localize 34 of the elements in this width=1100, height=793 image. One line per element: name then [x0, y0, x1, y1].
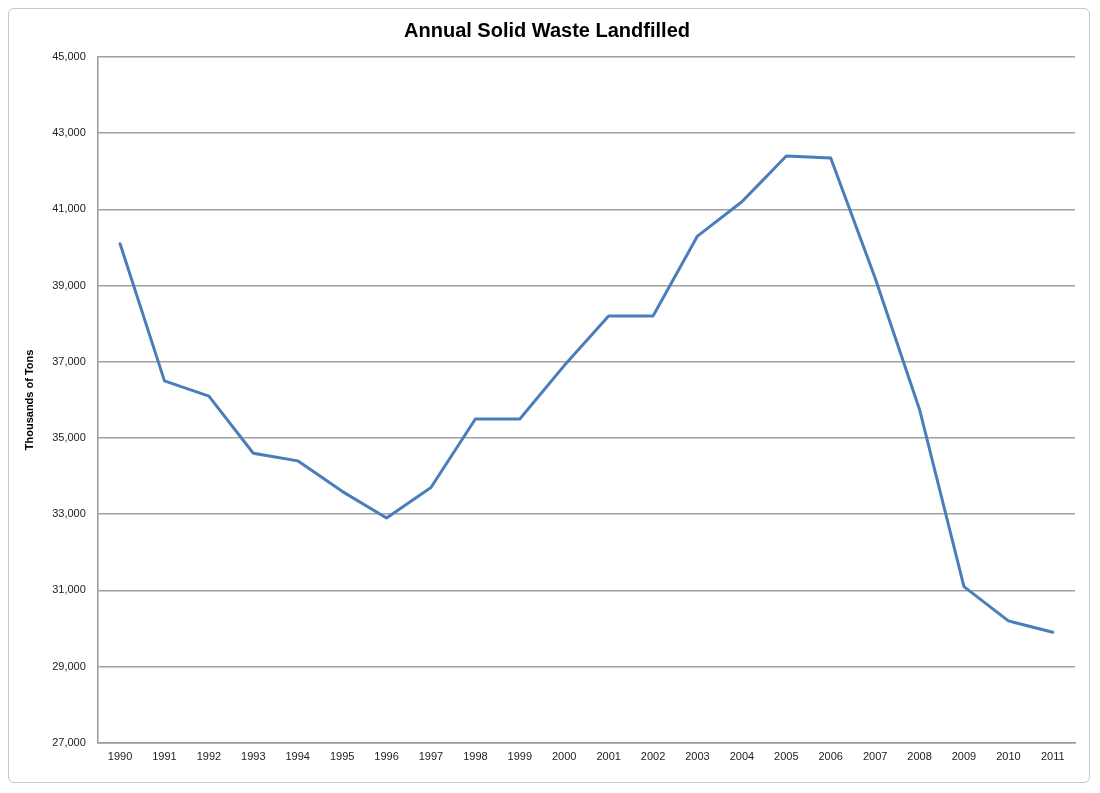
x-tick-label: 2004 — [729, 750, 755, 763]
x-tick-label: 1992 — [196, 750, 222, 763]
x-tick-label: 1997 — [418, 750, 444, 763]
x-tick-label: 2009 — [951, 750, 977, 763]
x-tick-label: 2005 — [774, 750, 799, 763]
y-tick-label: 45,000 — [52, 50, 86, 63]
x-tick-label: 2003 — [685, 750, 710, 763]
x-tick-label: 2002 — [640, 750, 666, 763]
x-tick-label: 2000 — [551, 750, 577, 763]
y-tick-label: 29,000 — [52, 659, 86, 672]
y-tick-label: 39,000 — [52, 278, 86, 291]
x-tick-label: 2010 — [996, 750, 1021, 763]
x-tick-label: 1995 — [329, 750, 355, 763]
x-tick-label: 2008 — [907, 750, 932, 763]
y-tick-label: 27,000 — [52, 735, 86, 748]
x-tick-label: 1994 — [285, 750, 310, 763]
x-tick-label: 1999 — [507, 750, 533, 763]
y-tick-label: 37,000 — [52, 354, 86, 367]
y-tick-label: 35,000 — [52, 431, 86, 444]
x-tick-label: 1998 — [463, 750, 488, 763]
y-tick-label: 33,000 — [52, 507, 86, 520]
x-tick-label: 1990 — [107, 750, 133, 763]
x-tick-label: 1996 — [374, 750, 399, 763]
x-tick-label: 2007 — [862, 750, 888, 763]
x-tick-label: 1991 — [152, 750, 177, 763]
y-axis-title: Thousands of Tons — [22, 349, 35, 451]
x-tick-label: 2006 — [818, 750, 843, 763]
x-tick-label: 1993 — [241, 750, 266, 763]
x-tick-label: 2011 — [1040, 750, 1065, 763]
x-tick-label: 2001 — [596, 750, 621, 763]
y-tick-label: 31,000 — [52, 583, 86, 596]
y-tick-label: 43,000 — [52, 126, 86, 139]
chart-title: Annual Solid Waste Landfilled — [404, 18, 690, 41]
y-tick-label: 41,000 — [52, 202, 86, 215]
